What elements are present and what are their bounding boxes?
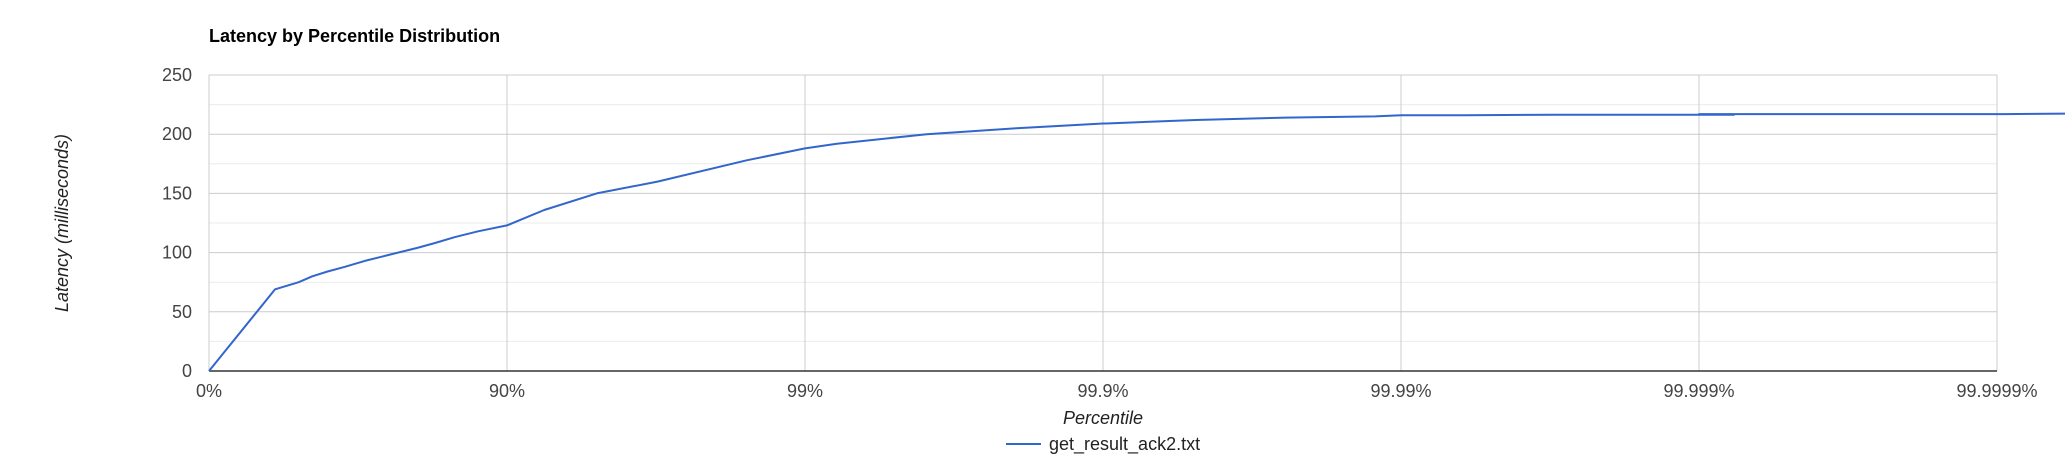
x-tick-label: 99.99%	[1370, 381, 1431, 401]
x-tick-label: 99.9999%	[1956, 381, 2037, 401]
y-tick-label: 0	[182, 361, 192, 381]
y-tick-label: 250	[162, 65, 192, 85]
y-axis-title: Latency (milliseconds)	[52, 134, 72, 312]
x-tick-label: 90%	[489, 381, 525, 401]
y-tick-label: 100	[162, 243, 192, 263]
axes: 0 50 100 150 200 250 0% 90% 99% 99.9% 99.99% 99.999…	[162, 65, 2038, 401]
x-tick-label: 99%	[787, 381, 823, 401]
y-tick-label: 50	[172, 302, 192, 322]
series-layer	[208, 112, 2065, 372]
legend: get_result_ack2.txt	[1006, 434, 1200, 455]
chart-title: Latency by Percentile Distribution	[209, 26, 500, 46]
x-tick-label: 0%	[196, 381, 222, 401]
y-tick-label: 200	[162, 124, 192, 144]
grid	[208, 74, 1998, 371]
x-tick-label: 99.9%	[1077, 381, 1128, 401]
series-line	[208, 112, 2065, 372]
x-tick-label: 99.999%	[1663, 381, 1734, 401]
x-axis-title: Percentile	[1063, 408, 1143, 428]
legend-label: get_result_ack2.txt	[1049, 434, 1200, 455]
y-tick-label: 150	[162, 183, 192, 203]
